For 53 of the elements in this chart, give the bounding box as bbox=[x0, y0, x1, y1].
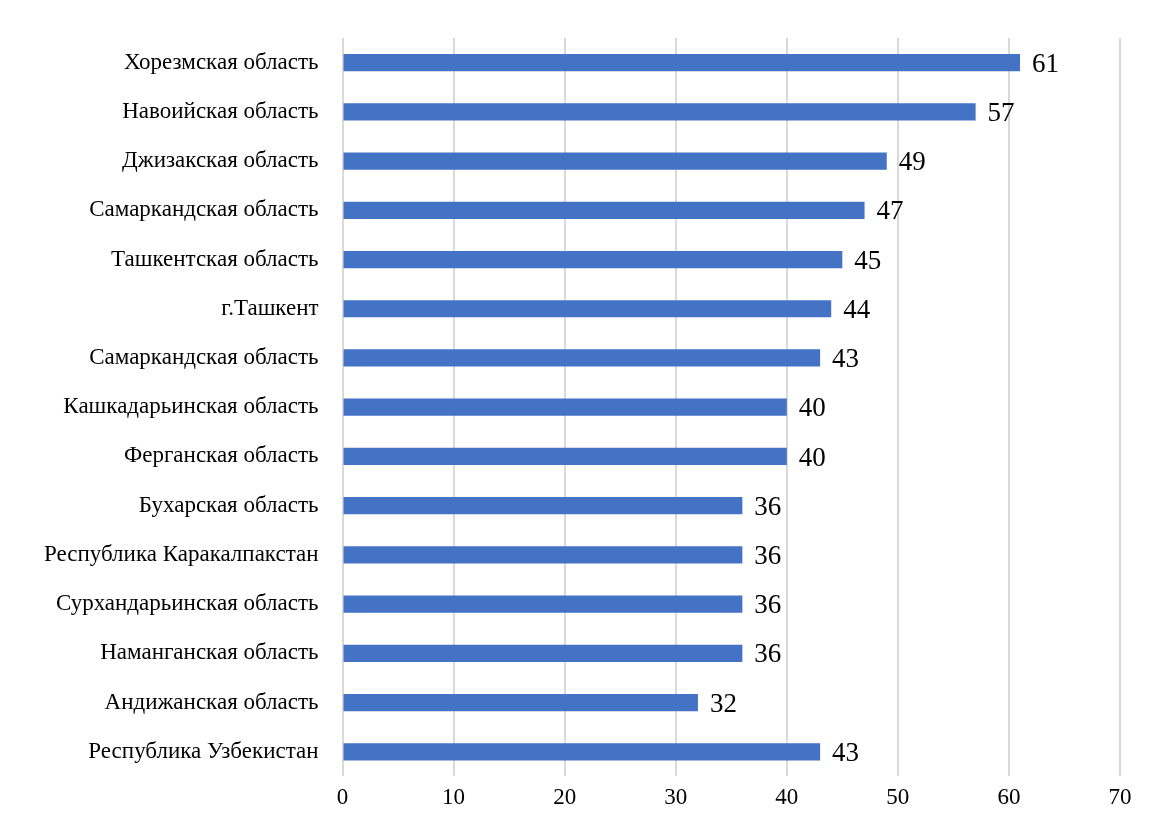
y-tick-label: Навоийская область bbox=[122, 97, 319, 123]
x-tick-label: 20 bbox=[553, 784, 577, 810]
data-label: 40 bbox=[798, 392, 826, 423]
x-tick-label: 50 bbox=[886, 784, 910, 810]
data-label: 36 bbox=[754, 589, 782, 620]
bar bbox=[343, 54, 1021, 72]
data-label: 43 bbox=[832, 343, 860, 374]
y-tick-label: Хорезмская область bbox=[123, 48, 319, 74]
y-tick-label: Сурхандарьинская область bbox=[55, 590, 319, 616]
y-tick-label: Андижанская область bbox=[104, 688, 319, 714]
bar bbox=[343, 103, 976, 121]
data-label: 36 bbox=[754, 539, 782, 570]
bar bbox=[343, 349, 821, 367]
y-tick-label: Кашкадарьинская область bbox=[63, 393, 319, 419]
data-label: 47 bbox=[876, 195, 904, 226]
bar bbox=[343, 201, 865, 219]
bar bbox=[343, 152, 887, 170]
bar bbox=[343, 300, 832, 318]
data-label: 36 bbox=[754, 490, 782, 521]
y-tick-label: Наманганская область bbox=[100, 639, 319, 665]
data-label: 44 bbox=[843, 293, 871, 324]
bar bbox=[343, 644, 743, 662]
data-label: 49 bbox=[898, 146, 926, 177]
data-label: 61 bbox=[1032, 47, 1060, 78]
y-tick-label: Ферганская область bbox=[124, 442, 319, 468]
data-label: 43 bbox=[832, 736, 860, 767]
data-label: 32 bbox=[709, 687, 737, 718]
bar bbox=[343, 250, 843, 269]
x-tick-label: 70 bbox=[1108, 784, 1132, 810]
x-tick-label: 30 bbox=[664, 784, 688, 810]
bar bbox=[343, 497, 743, 515]
x-tick-label: 60 bbox=[997, 784, 1021, 810]
bar bbox=[343, 447, 787, 466]
y-tick-label: Самаркандская область bbox=[89, 196, 319, 222]
data-label: 45 bbox=[854, 244, 882, 275]
x-tick-label: 0 bbox=[336, 784, 349, 810]
data-label: 57 bbox=[987, 96, 1015, 127]
y-tick-label: Джизакская область bbox=[122, 147, 319, 173]
y-tick-label: Республика Узбекистан bbox=[88, 737, 319, 763]
bar bbox=[343, 546, 743, 564]
data-label: 36 bbox=[754, 638, 782, 669]
y-tick-label: Ташкентская область bbox=[111, 245, 319, 271]
y-tick-label: г.Ташкент bbox=[221, 294, 319, 320]
bar bbox=[343, 743, 821, 761]
x-tick-label: 10 bbox=[442, 784, 466, 810]
data-label: 40 bbox=[798, 441, 826, 472]
x-tick-label: 40 bbox=[775, 784, 799, 810]
bar bbox=[343, 693, 698, 712]
y-tick-label: Бухарская область bbox=[138, 491, 319, 517]
bar bbox=[343, 595, 743, 613]
y-tick-label: Республика Каракалпакстан bbox=[44, 540, 319, 566]
y-tick-label: Самаркандская область bbox=[89, 344, 319, 370]
bar bbox=[343, 398, 787, 416]
